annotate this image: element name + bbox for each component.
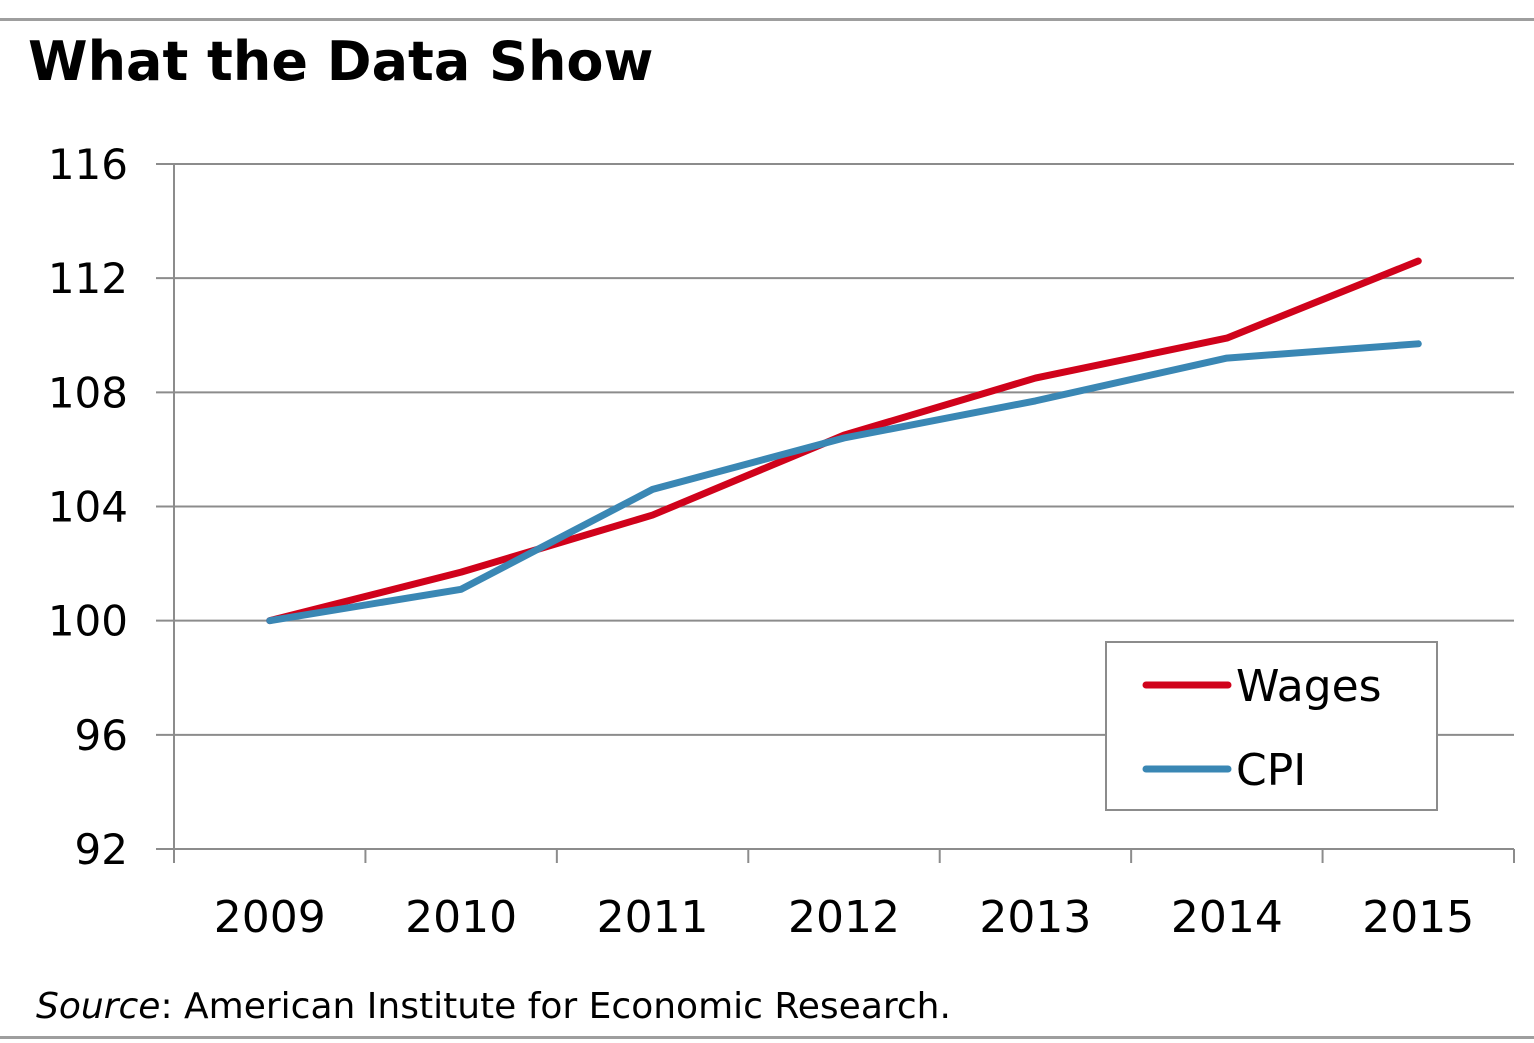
- x-tick-label: 2015: [1362, 892, 1474, 943]
- x-tick-label: 2011: [597, 892, 709, 943]
- source-label: Source: [36, 986, 161, 1027]
- y-tick-label: 108: [48, 368, 128, 417]
- x-tick-label: 2009: [214, 892, 326, 943]
- y-tick-label: 116: [48, 140, 128, 189]
- bottom-rule: [0, 1036, 1534, 1039]
- chart-title: What the Data Show: [28, 30, 654, 93]
- x-tick-label: 2013: [979, 892, 1091, 943]
- x-tick-label: 2012: [788, 892, 900, 943]
- legend-box: [1105, 641, 1438, 811]
- x-tick-label: 2014: [1171, 892, 1283, 943]
- series-line-cpi: [266, 340, 1422, 625]
- y-tick-label: 92: [75, 825, 128, 874]
- legend-label-cpi: CPI: [1236, 745, 1306, 796]
- y-tick-label: 100: [48, 597, 128, 646]
- legend-label-wages: Wages: [1236, 661, 1382, 712]
- source-text: : American Institute for Economic Resear…: [160, 986, 951, 1027]
- x-tick-label: 2010: [405, 892, 517, 943]
- y-tick-label: 96: [75, 711, 128, 760]
- source-note: Source: American Institute for Economic …: [36, 986, 951, 1027]
- y-tick-label: 112: [48, 254, 128, 303]
- top-rule: [0, 18, 1534, 21]
- y-tick-label: 104: [48, 483, 128, 532]
